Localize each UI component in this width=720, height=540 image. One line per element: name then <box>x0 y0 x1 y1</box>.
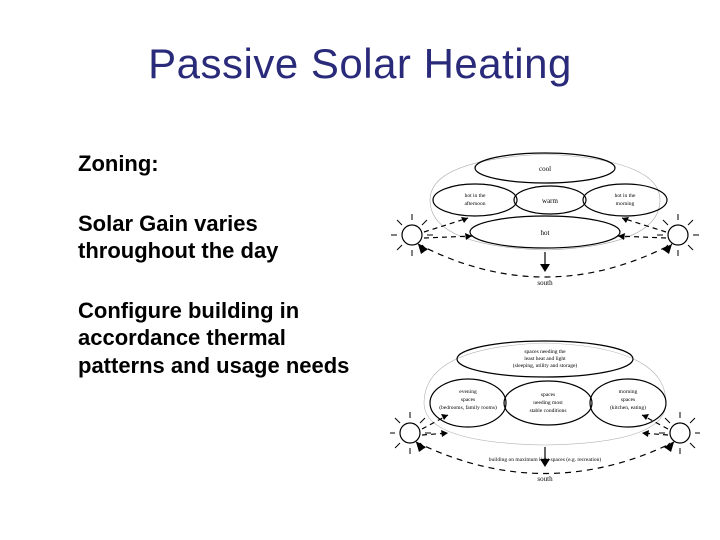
label2-south: south <box>537 475 553 483</box>
label2-right2: spaces <box>621 397 635 403</box>
slide: Passive Solar Heating Zoning: Solar Gain… <box>0 0 720 540</box>
label-warm: warm <box>542 197 558 205</box>
label2-right1: morning <box>619 389 638 395</box>
label2-mid3: stable conditions <box>529 408 566 414</box>
label-left-top: hot in the <box>465 193 486 199</box>
diagram-bottom: spaces needing the least heat and light … <box>390 333 700 503</box>
text-zoning: Zoning: <box>78 150 358 178</box>
label2-top1: spaces needing the <box>524 349 566 355</box>
slide-title: Passive Solar Heating <box>0 40 720 88</box>
body-text: Zoning: Solar Gain varies throughout the… <box>78 150 358 411</box>
label2-right3: (kitchen, eating) <box>610 404 646 411</box>
label2-left1: evening <box>459 389 477 395</box>
label2-extra: building on maximum light spaces (e.g. r… <box>489 456 602 463</box>
label2-top2: least heat and light <box>524 356 566 362</box>
label-right-bot: morning <box>616 201 635 207</box>
diagram-top: cool warm hot hot in the afternoon hot i… <box>390 140 700 310</box>
label2-mid2: needing most <box>533 400 563 406</box>
label2-mid1: spaces <box>541 392 555 398</box>
label-left-bot: afternoon <box>464 200 485 207</box>
label-cool: cool <box>539 165 551 173</box>
text-gain: Solar Gain varies throughout the day <box>78 210 358 265</box>
label-right-top: hot in the <box>615 193 636 199</box>
text-configure: Configure building in accordance thermal… <box>78 297 358 380</box>
diagram-column: cool warm hot hot in the afternoon hot i… <box>390 140 700 526</box>
label2-left2: spaces <box>461 397 475 403</box>
label-south: south <box>537 279 553 287</box>
label-hot: hot <box>541 229 550 237</box>
label2-top3: (sleeping, utility and storage) <box>513 362 578 369</box>
label2-left3: (bedrooms, family rooms) <box>439 404 497 411</box>
